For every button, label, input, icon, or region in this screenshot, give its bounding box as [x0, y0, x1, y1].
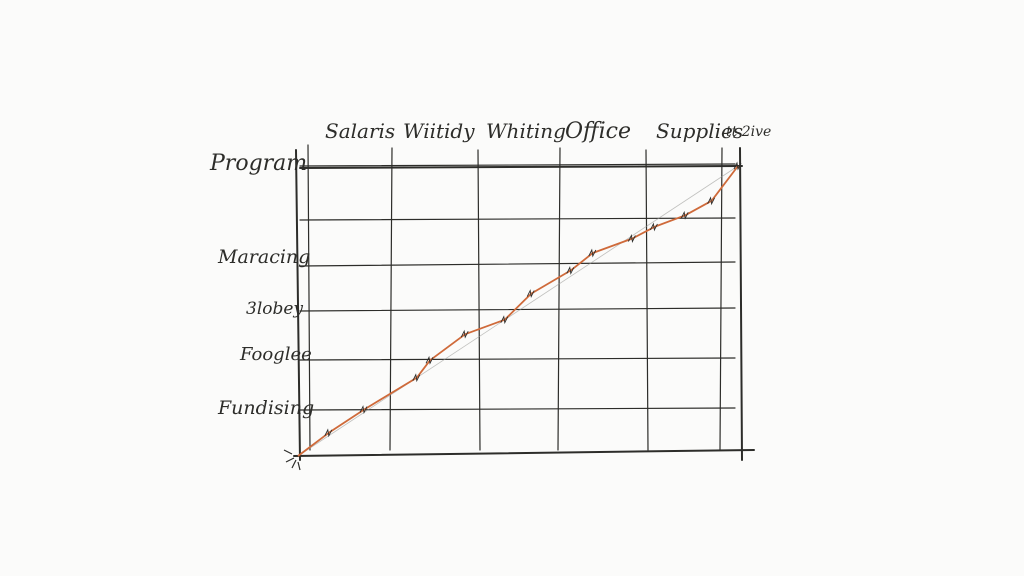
data-point [733, 161, 742, 171]
grid-line-horizontal [299, 261, 736, 267]
row-labels: Program Maracing 3lobey Fooglee Fundisin… [209, 151, 314, 419]
column-label: Office [565, 119, 631, 144]
grid-line-vertical [389, 147, 393, 451]
data-point [526, 289, 535, 299]
origin-scribble [283, 449, 301, 471]
data-point [359, 405, 368, 415]
grid-line-horizontal [299, 217, 736, 221]
grid-line-vertical [477, 149, 481, 451]
data-marks [283, 161, 742, 471]
data-point [649, 222, 658, 232]
grid-line-vertical [307, 144, 311, 451]
data-point [707, 196, 716, 206]
data-point [680, 210, 689, 220]
grid-line-vertical [719, 147, 723, 451]
grid-line-vertical [645, 149, 649, 451]
grid-line-horizontal [299, 357, 736, 361]
grid-line-vertical [557, 147, 561, 451]
row-label: Program [209, 151, 307, 176]
data-point [324, 428, 333, 438]
column-label: tt 2ive [726, 124, 771, 140]
grid-line-horizontal [299, 407, 736, 411]
data-point [460, 329, 469, 339]
series-line [297, 165, 739, 457]
column-label: Salaris [325, 119, 395, 143]
grid-line-horizontal [299, 163, 736, 167]
frame-top [299, 165, 743, 169]
grid-line-horizontal [299, 307, 736, 312]
data-point [566, 265, 575, 275]
data-point [588, 248, 597, 258]
chart-grid [293, 144, 755, 461]
column-label: Wiitidy [403, 119, 475, 143]
data-point [627, 234, 636, 243]
data-point [425, 355, 434, 365]
row-label: Maracing [217, 246, 310, 268]
row-label: Fooglee [239, 344, 312, 365]
frame-right [739, 147, 743, 461]
row-label: Fundising [217, 397, 314, 419]
column-labels: Salaris Wiitidy Whiting Office Supplies … [325, 119, 771, 144]
row-label: 3lobey [246, 299, 303, 319]
frame-bottom [293, 449, 755, 457]
column-label: Whiting [486, 119, 566, 143]
data-point [500, 315, 509, 325]
data-point [412, 373, 421, 383]
column-label: Supplies [656, 119, 743, 143]
guide-stroke [297, 165, 739, 457]
frame-left [295, 149, 301, 461]
